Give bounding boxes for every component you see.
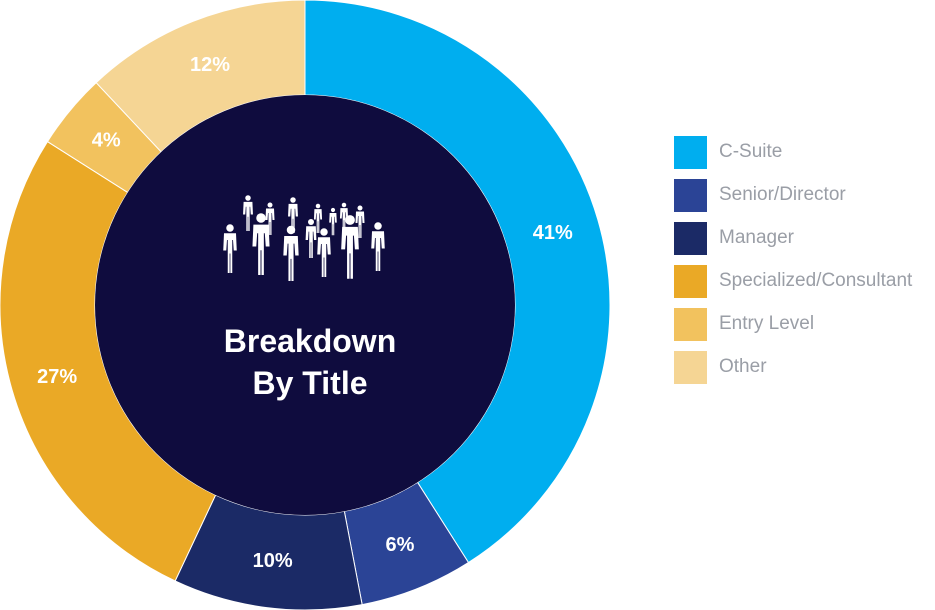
people-group-icon bbox=[223, 195, 385, 281]
slice-value-label: 10% bbox=[253, 550, 293, 572]
legend-item-senior-director: Senior/Director bbox=[674, 177, 912, 213]
legend-swatch bbox=[674, 178, 707, 212]
legend-swatch bbox=[674, 264, 707, 298]
legend-swatch bbox=[674, 307, 707, 341]
chart-title-line-2: By Title bbox=[253, 365, 368, 401]
legend-label: Manager bbox=[719, 227, 794, 248]
slice-value-label: 41% bbox=[533, 222, 573, 244]
legend-label: Specialized/Consultant bbox=[719, 270, 913, 291]
pie-slice-specialized-consultant bbox=[0, 140, 217, 582]
slice-value-label: 27% bbox=[37, 366, 77, 388]
legend-item-other: Other bbox=[674, 349, 912, 385]
legend-label: Other bbox=[719, 356, 767, 377]
legend-label: Entry Level bbox=[719, 313, 815, 334]
slice-labels: 41% 6% 10% 27% 4% 12% bbox=[37, 54, 573, 572]
slice-value-label: 6% bbox=[386, 534, 415, 556]
chart-center-disc bbox=[95, 95, 515, 515]
legend-item-manager: Manager bbox=[674, 220, 912, 256]
slice-value-label: 4% bbox=[92, 130, 121, 152]
slice-value-label: 12% bbox=[190, 54, 230, 76]
legend-item-c-suite: C-Suite bbox=[674, 134, 912, 170]
legend-label: Senior/Director bbox=[719, 184, 846, 205]
legend-label: C-Suite bbox=[719, 141, 783, 162]
legend-swatch bbox=[674, 221, 707, 255]
pie-slices bbox=[0, 0, 611, 610]
legend-item-entry-level: Entry Level bbox=[674, 306, 912, 342]
legend-item-specialized-consultant: Specialized/Consultant bbox=[674, 263, 912, 299]
legend-swatch bbox=[674, 350, 707, 384]
chart-title-line-1: Breakdown bbox=[224, 323, 396, 359]
legend-swatch bbox=[674, 135, 707, 169]
chart-legend: C-Suite Senior/Director Manager Speciali… bbox=[674, 134, 912, 392]
